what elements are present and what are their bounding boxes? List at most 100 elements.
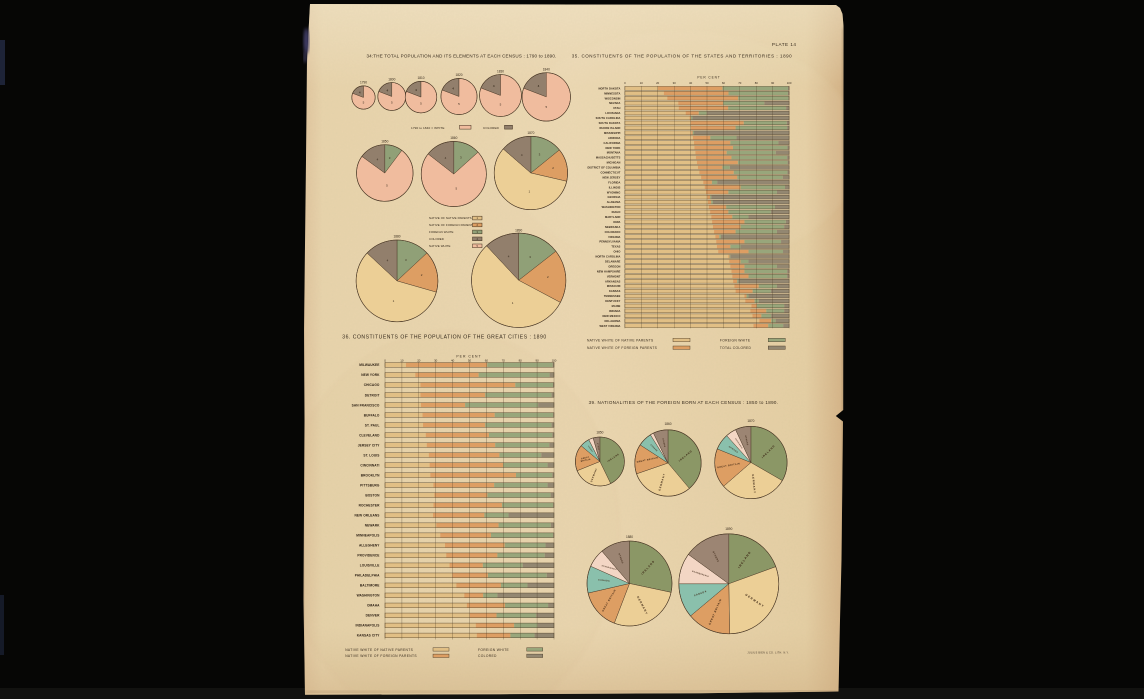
svg-text:NATIVE WHITE OF NATIVE PARENTS: NATIVE WHITE OF NATIVE PARENTS [587,338,654,342]
svg-text:4: 4 [377,157,379,161]
svg-text:CHICAGO: CHICAGO [364,383,380,387]
svg-text:3: 3 [405,258,407,262]
svg-text:5: 5 [455,186,457,190]
svg-text:IDAHO: IDAHO [612,210,621,214]
svg-text:GREAT BRITAIN: GREAT BRITAIN [636,456,658,464]
svg-text:4: 4 [359,90,361,94]
svg-text:NEW MEXICO: NEW MEXICO [602,314,620,318]
svg-text:2: 2 [547,275,549,279]
svg-text:36. CONSTITUENTS OF THE POP: 36. CONSTITUENTS OF THE POPULATION OF TH… [342,335,546,341]
svg-text:0: 0 [384,358,386,362]
svg-text:OTHERS: OTHERS [661,438,665,448]
svg-text:DISTRICT OF COLUMBIA: DISTRICT OF COLUMBIA [588,166,621,170]
svg-text:VERMONT: VERMONT [607,274,621,278]
svg-text:NATIVE WHITE: NATIVE WHITE [429,244,451,248]
svg-text:4: 4 [476,237,478,241]
svg-text:OHIO: OHIO [613,250,620,254]
svg-text:4: 4 [493,84,495,88]
svg-text:ILLINOIS: ILLINOIS [609,185,621,189]
svg-text:40: 40 [689,81,693,85]
svg-text:NEBRASKA: NEBRASKA [605,225,621,229]
svg-text:ROCHESTER: ROCHESTER [359,504,381,508]
svg-text:SCANDINAVIA: SCANDINAVIA [734,437,744,450]
svg-text:MAINE: MAINE [612,304,621,308]
svg-text:KANSAS: KANSAS [609,289,621,293]
svg-text:4: 4 [521,153,523,157]
svg-text:VIRGINIA: VIRGINIA [608,235,620,239]
svg-text:LOUISIANA: LOUISIANA [605,111,620,115]
svg-text:4: 4 [386,88,388,92]
svg-text:NEW YORK: NEW YORK [361,373,380,377]
svg-text:ARIZONA: ARIZONA [608,136,621,140]
svg-text:60: 60 [722,81,726,85]
svg-text:COLORED: COLORED [483,126,500,130]
svg-text:60: 60 [485,358,489,362]
svg-text:CANADA: CANADA [694,590,708,597]
svg-text:NEVADA: NEVADA [609,101,620,105]
svg-text:70: 70 [502,358,506,362]
svg-text:0: 0 [624,81,626,85]
svg-text:OTHERS: OTHERS [596,443,599,450]
svg-text:NEW HAMPSHIRE: NEW HAMPSHIRE [597,269,621,273]
svg-text:JERSEY CITY: JERSEY CITY [358,443,381,447]
svg-text:1810: 1810 [417,76,424,80]
svg-text:MONTANA: MONTANA [607,151,621,155]
svg-text:40: 40 [451,358,455,362]
svg-text:WASHINGTON: WASHINGTON [357,594,380,598]
svg-text:35. CONSTITUENTS OF THE POP: 35. CONSTITUENTS OF THE POPULATION OF TH… [572,54,793,59]
svg-text:80: 80 [755,81,759,85]
svg-text:39. NATIONALITIES OF THE FO: 39. NATIONALITIES OF THE FOREIGN BORN AT… [589,400,779,405]
svg-text:WISCONSIN: WISCONSIN [605,96,621,100]
svg-text:90: 90 [771,81,775,85]
svg-text:50: 50 [705,81,709,85]
svg-text:NATIVE WHITE OF NATIVE PARENTS: NATIVE WHITE OF NATIVE PARENTS [345,648,413,652]
svg-text:OMAHA: OMAHA [367,604,380,608]
svg-text:JULIUS BIEN & CO. LITH. N.Y.: JULIUS BIEN & CO. LITH. N.Y. [747,652,789,655]
svg-text:CALIFORNIA: CALIFORNIA [604,141,621,145]
svg-text:NATIVE OF FOREIGN PARENTS: NATIVE OF FOREIGN PARENTS [429,223,475,227]
svg-text:NEWARK: NEWARK [365,524,380,528]
svg-text:DETROIT: DETROIT [365,393,380,397]
svg-text:CANADA: CANADA [587,445,594,453]
svg-text:KENTUCKY: KENTUCKY [605,299,620,303]
svg-text:PER CENT: PER CENT [456,354,481,358]
svg-text:1790: 1790 [360,81,367,85]
svg-text:FLORIDA: FLORIDA [608,180,620,184]
svg-text:OREGON: OREGON [608,265,620,269]
svg-text:RHODE ISLAND: RHODE ISLAND [600,126,621,130]
svg-text:NEW YORK: NEW YORK [605,146,620,150]
svg-text:5: 5 [386,184,388,188]
svg-text:MISSISSIPPI: MISSISSIPPI [604,131,621,135]
svg-text:PENNSYLVANIA: PENNSYLVANIA [599,240,620,244]
svg-text:80: 80 [519,358,523,362]
svg-text:PITTSBURG: PITTSBURG [360,483,380,487]
svg-text:4: 4 [445,156,447,160]
svg-text:ALABAMA: ALABAMA [607,200,621,204]
svg-text:GREAT: GREAT [581,456,590,461]
svg-text:CANADA: CANADA [650,443,659,452]
svg-text:INDIANAPOLIS: INDIANAPOLIS [355,624,379,628]
svg-text:WYOMING: WYOMING [607,190,621,194]
svg-text:IRELAND: IRELAND [607,453,620,463]
svg-text:1: 1 [476,216,478,220]
svg-text:INDIANA: INDIANA [609,309,621,313]
svg-text:MISSOURI: MISSOURI [607,284,621,288]
svg-text:TEXAS: TEXAS [611,245,620,249]
svg-text:CINCINNATI: CINCINNATI [360,463,379,467]
svg-text:1880: 1880 [393,235,400,239]
svg-text:3: 3 [389,156,391,160]
svg-text:1870: 1870 [747,419,754,423]
svg-text:MINNESOTA: MINNESOTA [604,91,620,95]
svg-text:FOREIGN WHITE: FOREIGN WHITE [478,648,510,652]
svg-text:1860: 1860 [664,422,671,426]
svg-text:BRITAIN: BRITAIN [580,458,591,463]
svg-text:1890: 1890 [725,527,732,531]
svg-text:KANSAS CITY: KANSAS CITY [357,634,380,638]
svg-text:30: 30 [673,81,677,85]
svg-text:CANADA: CANADA [728,445,739,454]
svg-text:1890: 1890 [515,229,522,233]
svg-text:BROOKLYN: BROOKLYN [361,473,380,477]
svg-text:SCANDINAVIA: SCANDINAVIA [692,570,710,578]
svg-text:NORTH CAROLINA: NORTH CAROLINA [595,255,620,259]
svg-text:1800: 1800 [388,77,395,81]
